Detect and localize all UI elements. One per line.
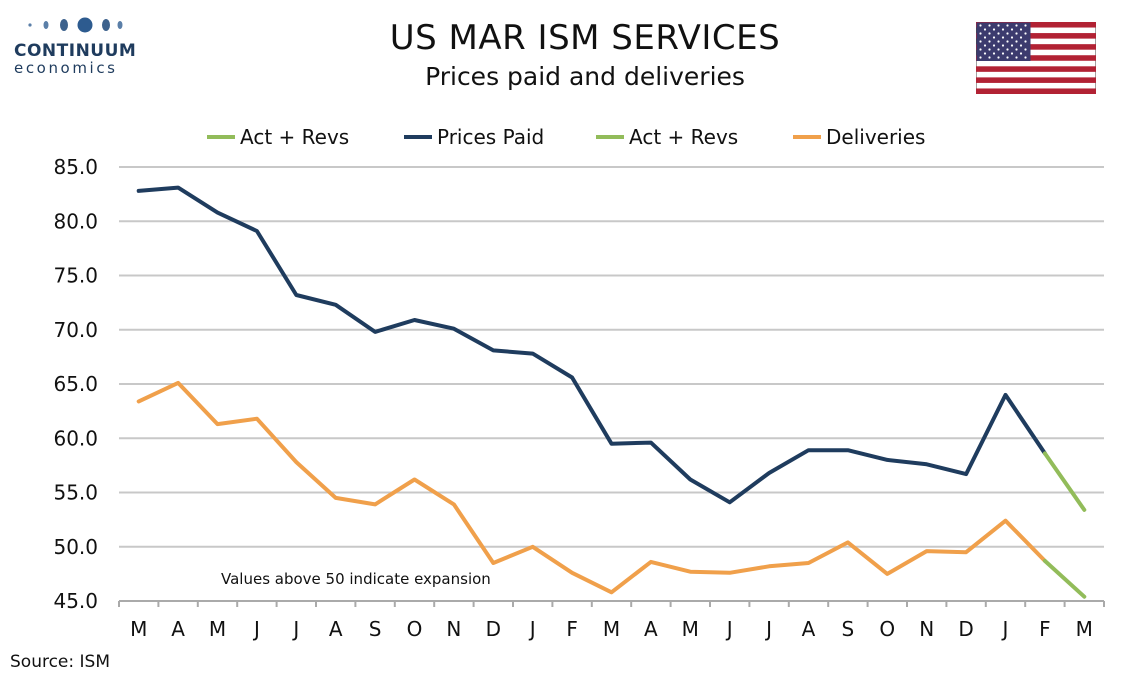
x-tick-label: N [446,617,461,641]
legend-label: Prices Paid [437,125,544,149]
x-tick-label: A [644,617,658,641]
legend-label: Act + Revs [629,125,738,149]
x-tick-label: J [252,617,260,641]
x-tick-label: M [682,617,699,641]
x-tick-label: M [130,617,147,641]
series-line-act-revs-0 [1042,451,1087,512]
chart-title: US MAR ISM SERVICES [389,18,781,58]
x-tick-label: A [171,617,185,641]
x-tick-label: F [566,617,578,641]
x-tick-label: M [1076,617,1093,641]
y-tick-label: 70.0 [53,318,98,342]
x-tick-label: D [958,617,973,641]
x-tick-label: A [329,617,343,641]
gridlines [119,166,1104,548]
chart-subtitle: Prices paid and deliveries [425,62,745,91]
x-tick-label: F [1039,617,1051,641]
y-tick-label: 65.0 [53,372,98,396]
legend-label: Deliveries [826,125,925,149]
y-tick-label: 50.0 [53,535,98,559]
x-tick-label: N [919,617,934,641]
series-line-act-revs-2 [1042,558,1087,599]
x-tick-label: D [486,617,501,641]
x-tick-label: O [879,617,895,641]
x-tick-label: J [291,617,299,641]
us-flag-icon [976,22,1096,94]
legend: Act + Revs Prices Paid Act + Revs Deliverie… [207,125,925,149]
x-tick-label: A [802,617,816,641]
y-tick-label: 60.0 [53,426,98,450]
x-tick-label: S [369,617,382,641]
legend-label: Act + Revs [240,125,349,149]
y-tick-label: 45.0 [53,589,98,613]
x-tick-label: S [842,617,855,641]
series-lines [136,185,1087,599]
series-line-prices-paid-1 [136,185,1047,505]
x-tick-label: J [528,617,536,641]
series-line-deliveries-3 [136,380,1047,595]
logo-name: CONTINUUM [14,41,137,61]
source-note: Source: ISM [10,652,110,672]
axes: 45.050.055.060.065.070.075.080.085.0M A M J… [53,155,1105,641]
logo-dots-icon [28,17,123,33]
x-tick-label: J [764,617,772,641]
logo-sub: economics [14,59,118,77]
y-tick-label: 80.0 [53,209,98,233]
x-tick-label: O [407,617,423,641]
x-tick-label: M [603,617,620,641]
x-tick-label: M [209,617,226,641]
y-tick-label: 75.0 [53,264,98,288]
x-tick-label: J [1001,617,1009,641]
x-tick-label: J [725,617,733,641]
chart-annotation: Values above 50 indicate expansion [221,570,491,588]
y-tick-label: 85.0 [53,155,98,179]
y-tick-label: 55.0 [53,481,98,505]
continuum-logo: CONTINUUM economics [14,14,137,77]
